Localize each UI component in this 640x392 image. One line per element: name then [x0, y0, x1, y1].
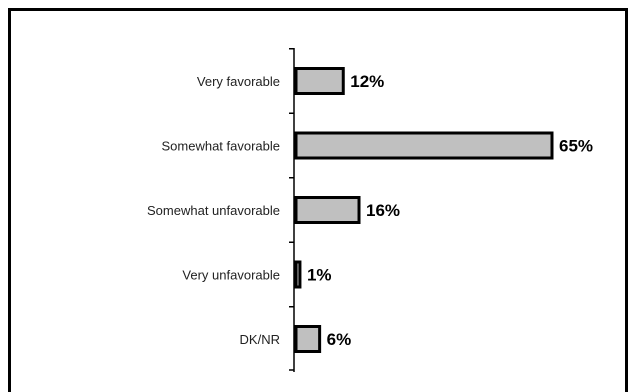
value-label: 16%	[366, 201, 400, 220]
value-label: 1%	[307, 266, 332, 285]
bar-1	[294, 131, 554, 160]
bar-2	[294, 196, 361, 224]
bar-4	[294, 325, 322, 353]
value-label: 65%	[559, 137, 593, 156]
value-label: 12%	[350, 72, 384, 91]
bar-0	[294, 67, 345, 95]
category-label: Very unfavorable	[182, 268, 280, 283]
category-label: DK/NR	[240, 332, 280, 347]
category-label: Somewhat favorable	[161, 139, 280, 154]
category-label: Very favorable	[197, 74, 280, 89]
bar-3	[294, 260, 302, 289]
value-label: 6%	[327, 330, 352, 349]
category-label: Somewhat unfavorable	[147, 203, 280, 218]
